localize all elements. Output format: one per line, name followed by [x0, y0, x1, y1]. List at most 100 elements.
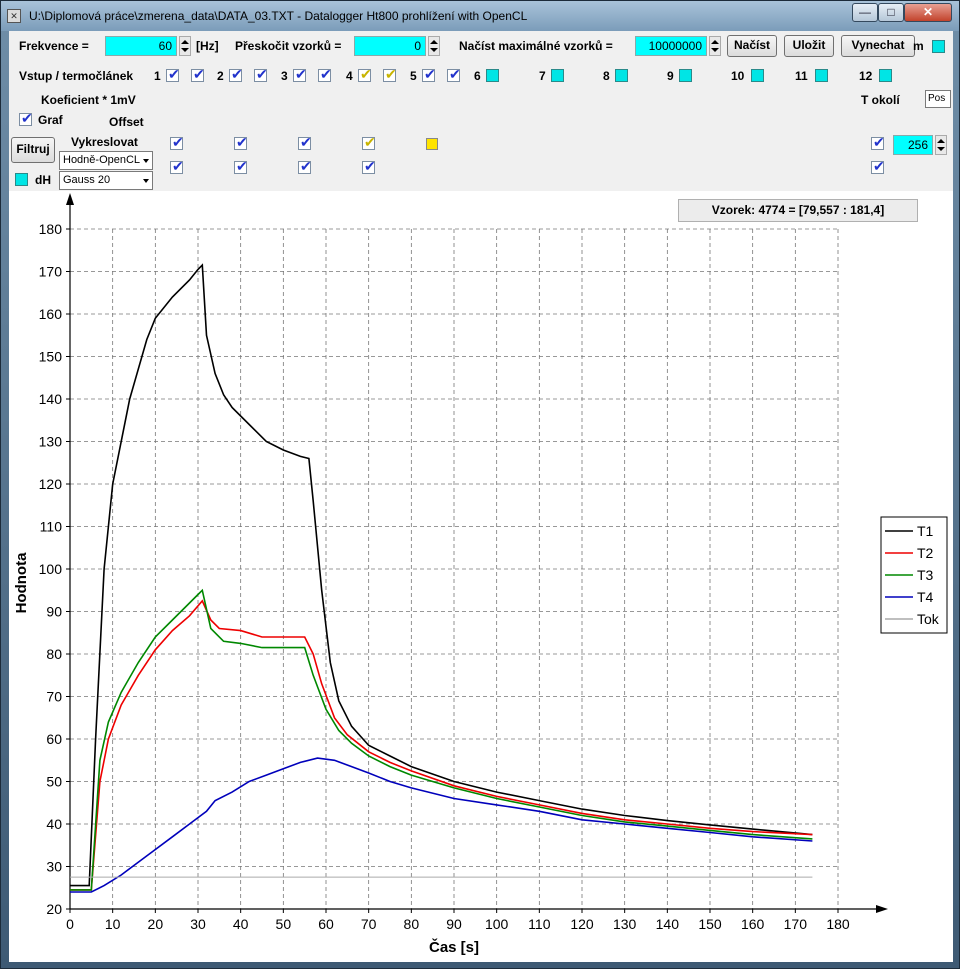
frequency-input[interactable]: 60	[105, 36, 177, 56]
draw-3b-checkbox[interactable]	[298, 158, 312, 175]
x-tick-label: 60	[318, 916, 334, 932]
y-axis-label: Hodnota	[13, 552, 30, 613]
dh-label: dH	[35, 173, 51, 187]
y-tick-label: 30	[46, 859, 62, 875]
frequency-spinner[interactable]	[179, 36, 191, 56]
channel-12-checkbox-a[interactable]	[879, 69, 892, 82]
save-button[interactable]: Uložit	[784, 35, 834, 57]
x-tick-label: 90	[446, 916, 462, 932]
draw-4a-checkbox[interactable]	[362, 134, 376, 151]
channel-10-checkbox-a[interactable]	[751, 69, 764, 82]
channel-8-number: 8	[603, 69, 610, 83]
y-tick-label: 120	[39, 476, 63, 492]
y-tick-label: 40	[46, 816, 62, 832]
draw-count-checkbox[interactable]	[871, 134, 885, 151]
series-line-t3	[70, 588, 813, 891]
frequency-unit: [Hz]	[196, 39, 219, 53]
channel-2-checkbox-a[interactable]	[229, 66, 243, 83]
channel-1-checkbox-b[interactable]	[191, 66, 205, 83]
y-tick-label: 150	[39, 349, 63, 365]
channel-11-number: 11	[795, 69, 808, 83]
sample-readout: Vzorek: 4774 = [79,557 : 181,4]	[678, 199, 918, 222]
count-input[interactable]: 256	[893, 135, 933, 155]
series-line-t1	[70, 263, 813, 887]
line-chart[interactable]: 0 10 20 30 40 50 60 70 80 90 100 110 120 130 140 150 160…	[9, 191, 953, 962]
channel-9-checkbox-a[interactable]	[679, 69, 692, 82]
window-title: U:\Diplomová práce\zmerena_data\DATA_03.…	[29, 9, 528, 23]
max-samples-label: Načíst maximálné vzorků =	[459, 39, 613, 53]
channel-3-checkbox-b[interactable]	[318, 66, 332, 83]
x-tick-label: 180	[826, 916, 850, 932]
channel-11-checkbox-a[interactable]	[815, 69, 828, 82]
x-tick-label: 110	[528, 916, 551, 932]
x-tick-label: 170	[784, 916, 808, 932]
channel-3-checkbox-a[interactable]	[293, 66, 307, 83]
channel-7-checkbox-a[interactable]	[551, 69, 564, 82]
x-tick-label: 80	[404, 916, 420, 932]
gauss-select[interactable]: Gauss 20	[59, 171, 153, 190]
close-button[interactable]: ✕	[904, 3, 952, 22]
x-tick-label: 40	[233, 916, 249, 932]
y-tick-label: 100	[39, 561, 63, 577]
channel-7-number: 7	[539, 69, 546, 83]
title-bar[interactable]: ✕ U:\Diplomová práce\zmerena_data\DATA_0…	[1, 1, 959, 31]
chart-area[interactable]: 0 10 20 30 40 50 60 70 80 90 100 110 120 130 140 150 160…	[9, 191, 953, 962]
y-tick-label: 180	[39, 221, 63, 237]
channel-8-checkbox-a[interactable]	[615, 69, 628, 82]
skip-samples-input[interactable]: 0	[354, 36, 426, 56]
x-tick-label: 10	[105, 916, 121, 932]
series-line-t2	[70, 599, 813, 891]
x-tick-label: 100	[485, 916, 509, 932]
channel-2-checkbox-b[interactable]	[254, 66, 268, 83]
render-mode-select[interactable]: Hodně-OpenCL	[59, 151, 153, 170]
skip-samples-spinner[interactable]	[428, 36, 440, 56]
x-tick-label: 30	[190, 916, 206, 932]
channel-1-number: 1	[154, 69, 161, 83]
skip-button[interactable]: Vynechat	[841, 35, 915, 57]
graph-checkbox[interactable]	[19, 110, 33, 127]
app-icon[interactable]: ✕	[7, 9, 21, 23]
frequency-label: Frekvence =	[19, 39, 89, 53]
filter-button[interactable]: Filtruj	[11, 137, 55, 163]
m-label: m	[913, 39, 924, 53]
channel-6-checkbox-a[interactable]	[486, 69, 499, 82]
legend-label-t4: T4	[917, 589, 934, 605]
draw-2b-checkbox[interactable]	[234, 158, 248, 175]
count-spinner[interactable]	[935, 135, 947, 155]
ambient-temp-label: T okolí	[861, 93, 900, 107]
legend-label-t1: T1	[917, 523, 934, 539]
x-tick-label: 150	[698, 916, 722, 932]
render-mode-value: Hodně-OpenCL	[63, 154, 141, 166]
channel-5-checkbox-a[interactable]	[422, 66, 436, 83]
channel-2-number: 2	[217, 69, 224, 83]
dh-checkbox[interactable]	[15, 173, 28, 186]
channel-5-number: 5	[410, 69, 417, 83]
coefficient-label: Koeficient * 1mV	[41, 93, 136, 107]
y-tick-label: 130	[39, 434, 63, 450]
legend-label-t2: T2	[917, 545, 934, 561]
draw-1b-checkbox[interactable]	[170, 158, 184, 175]
draw-5a-color[interactable]	[426, 138, 438, 150]
y-tick-label: 90	[46, 604, 62, 620]
y-tick-label: 20	[46, 901, 62, 917]
m-checkbox[interactable]	[932, 40, 945, 53]
offset-label: Offset	[109, 115, 144, 129]
channel-4-checkbox-a[interactable]	[358, 66, 372, 83]
minimize-button[interactable]: —	[852, 3, 878, 22]
max-samples-input[interactable]: 10000000	[635, 36, 707, 56]
draw-2a-checkbox[interactable]	[234, 134, 248, 151]
channel-1-checkbox-a[interactable]	[166, 66, 180, 83]
draw-1a-checkbox[interactable]	[170, 134, 184, 151]
x-tick-label: 0	[66, 916, 74, 932]
ambient-temp-input[interactable]: Pos	[925, 90, 951, 108]
draw-count-b-checkbox[interactable]	[871, 158, 885, 175]
gauss-value: Gauss 20	[63, 174, 111, 186]
channel-5-checkbox-b[interactable]	[447, 66, 461, 83]
channel-4-checkbox-b[interactable]	[383, 66, 397, 83]
maximize-button[interactable]: □	[878, 3, 904, 22]
draw-4b-checkbox[interactable]	[362, 158, 376, 175]
max-samples-spinner[interactable]	[709, 36, 721, 56]
draw-3a-checkbox[interactable]	[298, 134, 312, 151]
load-button[interactable]: Načíst	[727, 35, 777, 57]
